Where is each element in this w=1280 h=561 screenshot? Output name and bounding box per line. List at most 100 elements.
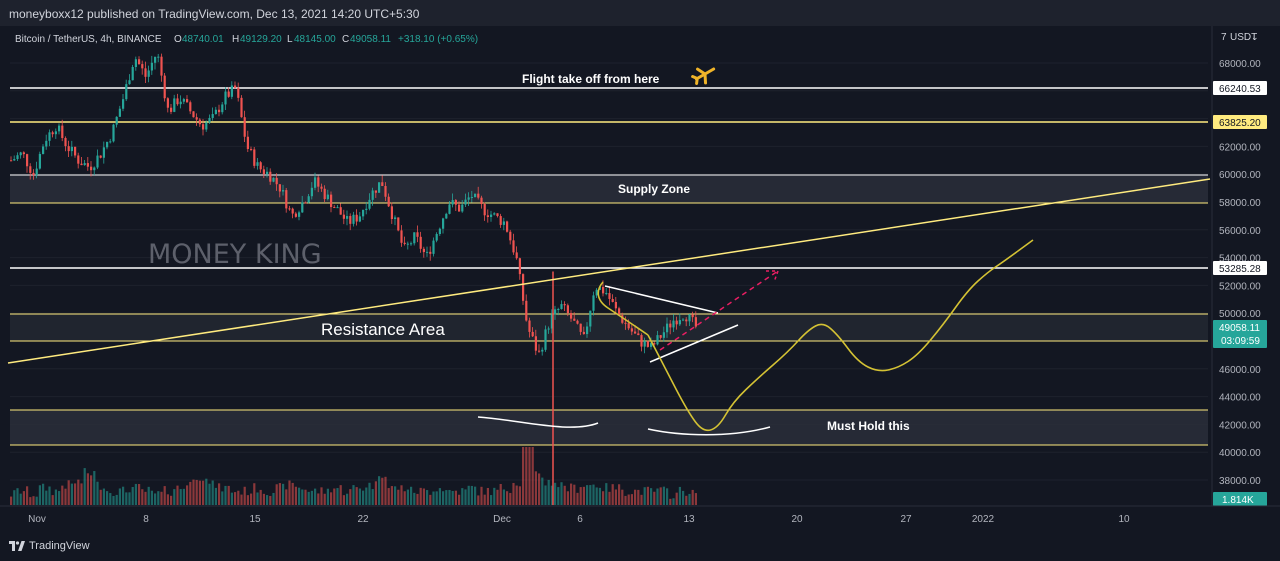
candle-body [544, 329, 547, 350]
high-label: H [232, 34, 239, 45]
volume-bar [554, 482, 557, 505]
candle-body [611, 298, 614, 302]
candle-body [390, 206, 393, 220]
volume-bar [192, 479, 195, 505]
candle-body [458, 204, 461, 212]
candle-body [342, 214, 345, 219]
volume-bar [358, 488, 361, 505]
volume-bar [368, 482, 371, 505]
candle-body [307, 196, 310, 203]
volume-bar [378, 476, 381, 505]
support-arc-right[interactable] [647, 426, 771, 436]
candle-body [211, 114, 214, 118]
time-tick-label: 20 [791, 514, 803, 525]
candle-body [298, 212, 301, 217]
price-badge-53285: 53285.28 [1213, 261, 1267, 275]
candle-body [83, 163, 86, 166]
volume-bar [243, 486, 246, 505]
candle-body [589, 310, 592, 327]
time-tick-label: 2022 [972, 514, 995, 525]
candle-body [592, 295, 595, 311]
candle-body [624, 322, 627, 324]
volume-bar [285, 489, 288, 505]
candle-body [547, 328, 550, 330]
volume-bar [560, 482, 563, 505]
candle-body [650, 343, 653, 347]
open-value: 48740.01 [182, 34, 224, 45]
volume-bar [688, 493, 691, 505]
volume-bar [349, 489, 352, 505]
time-tick-label: 8 [143, 514, 149, 525]
breakout-arrow[interactable] [659, 270, 779, 351]
volume-bar [557, 487, 560, 505]
candle-body [400, 230, 403, 243]
candle-body [106, 141, 109, 148]
triangle-lower-line[interactable] [649, 324, 739, 363]
volume-bar [534, 471, 537, 505]
candle-body [605, 293, 608, 295]
candle-body [570, 313, 573, 319]
volume-bar [582, 486, 585, 505]
volume-bar [83, 468, 86, 505]
projection-curve[interactable] [647, 239, 1034, 432]
legend[interactable]: Bitcoin / TetherUS, 4h, BINANCE O 48740.… [15, 34, 478, 45]
candle-body [141, 64, 144, 69]
candle-body [442, 218, 445, 229]
volume-bar [186, 485, 189, 505]
volume-bar [118, 488, 121, 505]
support-arc-left[interactable] [477, 416, 599, 428]
candle-body [99, 155, 102, 158]
candle-body [477, 193, 480, 198]
candle-body [323, 188, 326, 200]
candle-body [237, 87, 240, 98]
volume-bar [397, 489, 400, 505]
volume-bar [643, 487, 646, 505]
time-tick-label: 6 [577, 514, 583, 525]
volume-bar [234, 492, 237, 505]
volume-badge: 1.814K [1213, 492, 1267, 506]
volume-bar [182, 488, 185, 505]
candle-body [694, 317, 697, 327]
flight-text: Flight take off from here [522, 72, 660, 86]
volume-bar [339, 485, 342, 505]
volume-bar [483, 494, 486, 505]
candle-body [230, 85, 233, 97]
candle-body [74, 146, 77, 156]
volume-bar [330, 492, 333, 505]
volume-bar [586, 485, 589, 505]
volume-bar [22, 491, 25, 505]
volume-bar [160, 491, 163, 505]
time-tick-label: 15 [249, 514, 261, 525]
currency-button[interactable]: 7 USDT ⌄ [1221, 30, 1259, 43]
volume-bar [35, 496, 38, 505]
volume-bar [218, 483, 221, 505]
candle-body [218, 109, 221, 113]
candle-body [166, 98, 169, 108]
price-axis[interactable] [1212, 26, 1280, 532]
time-axis[interactable] [0, 506, 1212, 532]
volume-bar [256, 492, 259, 505]
change-value: +318.10 (+0.65%) [398, 34, 478, 45]
candle-body [93, 167, 96, 171]
volume-bar [13, 490, 16, 505]
tradingview-logo[interactable]: TradingView [9, 540, 90, 552]
candle-body [109, 141, 112, 143]
open-label: O [174, 34, 182, 45]
trend-line[interactable] [7, 178, 1211, 364]
triangle-upper-line[interactable] [604, 285, 719, 314]
candle-body [582, 331, 585, 335]
candle-body [499, 216, 502, 225]
volume-bar [38, 485, 41, 505]
price-badge-63825: 63825.20 [1213, 115, 1267, 129]
volume-bar [106, 491, 109, 505]
candle-body [314, 177, 317, 188]
candle-body [48, 132, 51, 141]
volume-bar [618, 484, 621, 505]
candle-body [336, 207, 339, 209]
candle-body [646, 341, 649, 347]
candle-body [144, 68, 147, 77]
volume-bar [262, 493, 265, 505]
symbol-title: Bitcoin / TetherUS, 4h, BINANCE [15, 34, 162, 45]
volume-bar [653, 491, 656, 505]
